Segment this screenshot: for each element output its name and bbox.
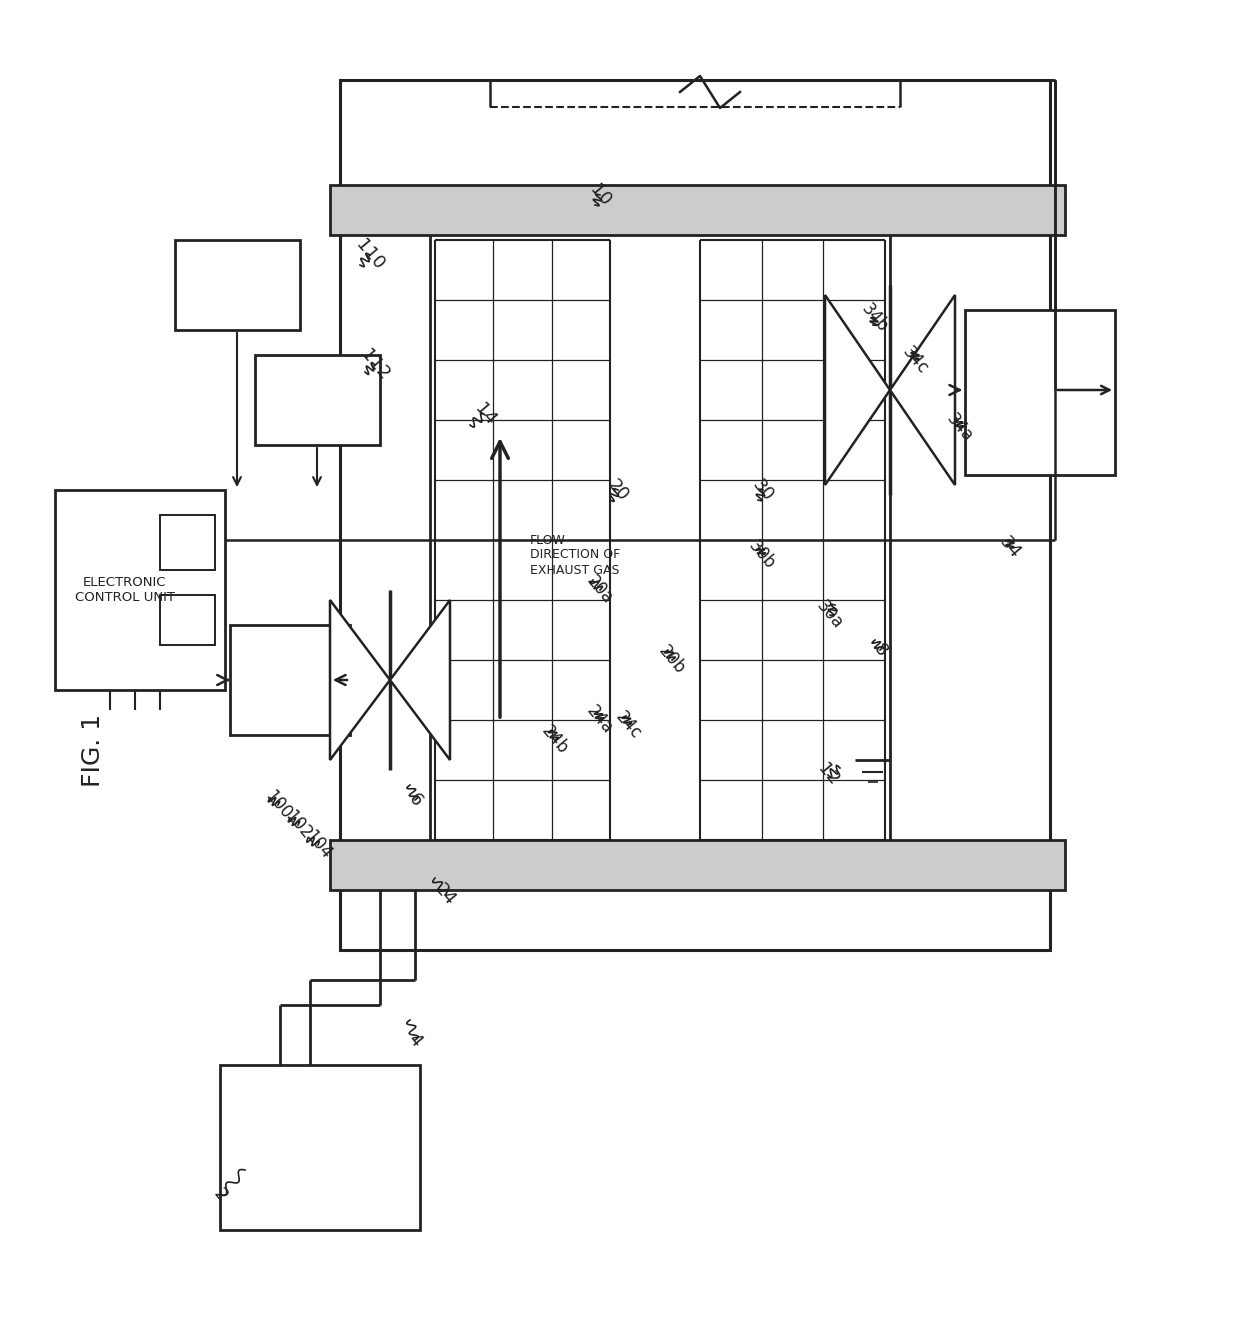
Text: ELECTRONIC
CONTROL UNIT: ELECTRONIC CONTROL UNIT [74,576,175,604]
Polygon shape [890,295,955,484]
Text: 24c: 24c [611,707,645,742]
Text: 34b: 34b [858,301,892,336]
Text: FLOW
DIRECTION OF
EXHAUST GAS: FLOW DIRECTION OF EXHAUST GAS [529,534,620,577]
Text: FIG. 1: FIG. 1 [81,714,105,786]
Bar [330,185,1065,235]
Polygon shape [330,600,391,760]
Polygon shape [391,600,450,760]
Bar [255,356,379,446]
Text: 20a: 20a [583,572,618,608]
Text: 24b: 24b [538,722,572,758]
Text: 102: 102 [281,807,315,843]
Text: 14: 14 [471,400,500,429]
Bar [330,840,1065,890]
Bar [340,81,1050,950]
Text: 20: 20 [604,475,632,505]
Text: 34: 34 [996,533,1024,562]
Text: 34c: 34c [899,342,931,377]
Text: 24: 24 [430,880,459,910]
Text: 30b: 30b [745,537,779,573]
Text: 4: 4 [404,1029,425,1051]
Bar [965,310,1115,475]
Text: 8: 8 [869,640,890,660]
Polygon shape [825,295,890,484]
Text: 6: 6 [404,790,425,811]
Text: 24a: 24a [583,702,618,738]
Bar [55,490,224,690]
Bar [160,595,215,646]
Text: 2: 2 [210,1185,231,1205]
Text: 34a: 34a [944,411,977,446]
Text: 30a: 30a [813,597,847,633]
Text: 104: 104 [301,827,335,863]
Text: 12: 12 [813,761,842,789]
Bar [175,240,300,330]
Text: 30: 30 [749,475,777,505]
Text: 110: 110 [352,236,388,274]
Bar [160,515,215,570]
Text: 10: 10 [585,181,614,209]
Bar [229,625,350,735]
Text: 100: 100 [260,788,295,823]
Bar [219,1066,420,1231]
Text: 112: 112 [357,346,393,384]
Text: 20b: 20b [655,641,689,678]
